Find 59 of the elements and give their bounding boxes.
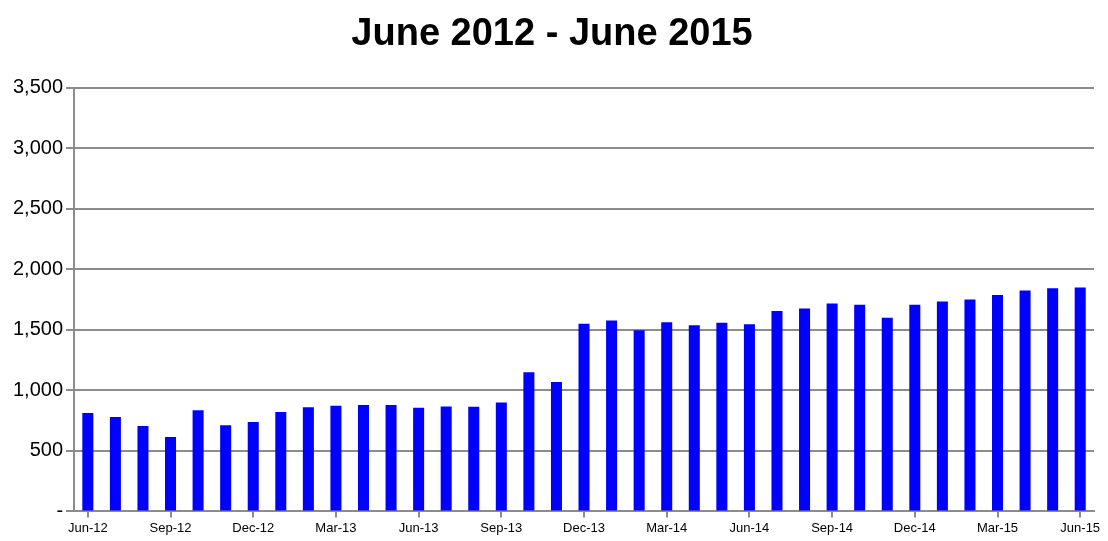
bar — [523, 372, 535, 511]
bar — [165, 436, 177, 511]
bar — [357, 404, 370, 511]
y-tick-label: 2,500 — [12, 196, 64, 219]
bar — [302, 407, 314, 511]
bar — [1019, 290, 1031, 511]
bar — [688, 325, 700, 511]
bar — [854, 304, 866, 511]
bar — [440, 406, 452, 511]
y-tick-label: 500 — [29, 438, 64, 461]
bar — [109, 417, 121, 511]
x-tick-label: Jun-15 — [1060, 519, 1101, 535]
x-tick-label: Jun-14 — [729, 519, 770, 535]
y-tick-label: 1,000 — [12, 377, 64, 400]
x-tick-label: Sep-12 — [149, 519, 192, 535]
bar — [964, 299, 976, 511]
bar — [661, 322, 673, 511]
bar — [936, 301, 948, 511]
x-tick-label: Jun-12 — [67, 519, 108, 535]
x-tick-label: Dec-12 — [232, 519, 275, 535]
bar — [1047, 288, 1059, 511]
bar — [743, 324, 755, 511]
bar — [633, 330, 645, 511]
x-tick-label: Dec-13 — [563, 519, 605, 535]
x-tick-label: Sep-14 — [811, 519, 854, 535]
x-tick-label: Jun-13 — [398, 519, 439, 535]
bar — [771, 311, 783, 511]
bar — [992, 295, 1004, 511]
bar — [220, 425, 232, 511]
x-tick-label: Sep-13 — [480, 519, 523, 535]
bar — [909, 304, 921, 511]
x-tick-label: Mar-15 — [976, 519, 1019, 535]
bar — [495, 402, 507, 511]
x-tick-label: Mar-14 — [646, 519, 688, 535]
bar — [137, 425, 149, 511]
bar — [881, 317, 893, 511]
bar — [716, 322, 728, 511]
y-tick-label: 3,500 — [12, 75, 64, 98]
chart-title: June 2012 - June 2015 — [351, 11, 753, 54]
y-tick-label: 1,500 — [12, 317, 64, 340]
bar — [247, 421, 259, 511]
bar — [550, 382, 562, 511]
y-tick-label: 2,000 — [12, 256, 64, 279]
bar — [275, 411, 287, 511]
y-tick-label: 3,000 — [12, 135, 64, 158]
bar — [385, 404, 397, 511]
bar — [413, 407, 425, 511]
bar — [330, 405, 342, 511]
bar — [468, 406, 480, 511]
bar — [826, 303, 838, 511]
x-tick-label: Dec-14 — [893, 519, 936, 535]
bar — [1074, 287, 1086, 511]
bar — [192, 410, 204, 511]
x-tick-label: Mar-13 — [315, 519, 357, 535]
bar — [578, 323, 590, 511]
y-tick-label: - — [56, 498, 64, 521]
bar — [799, 308, 811, 511]
bar — [82, 413, 94, 511]
bar — [606, 320, 618, 511]
